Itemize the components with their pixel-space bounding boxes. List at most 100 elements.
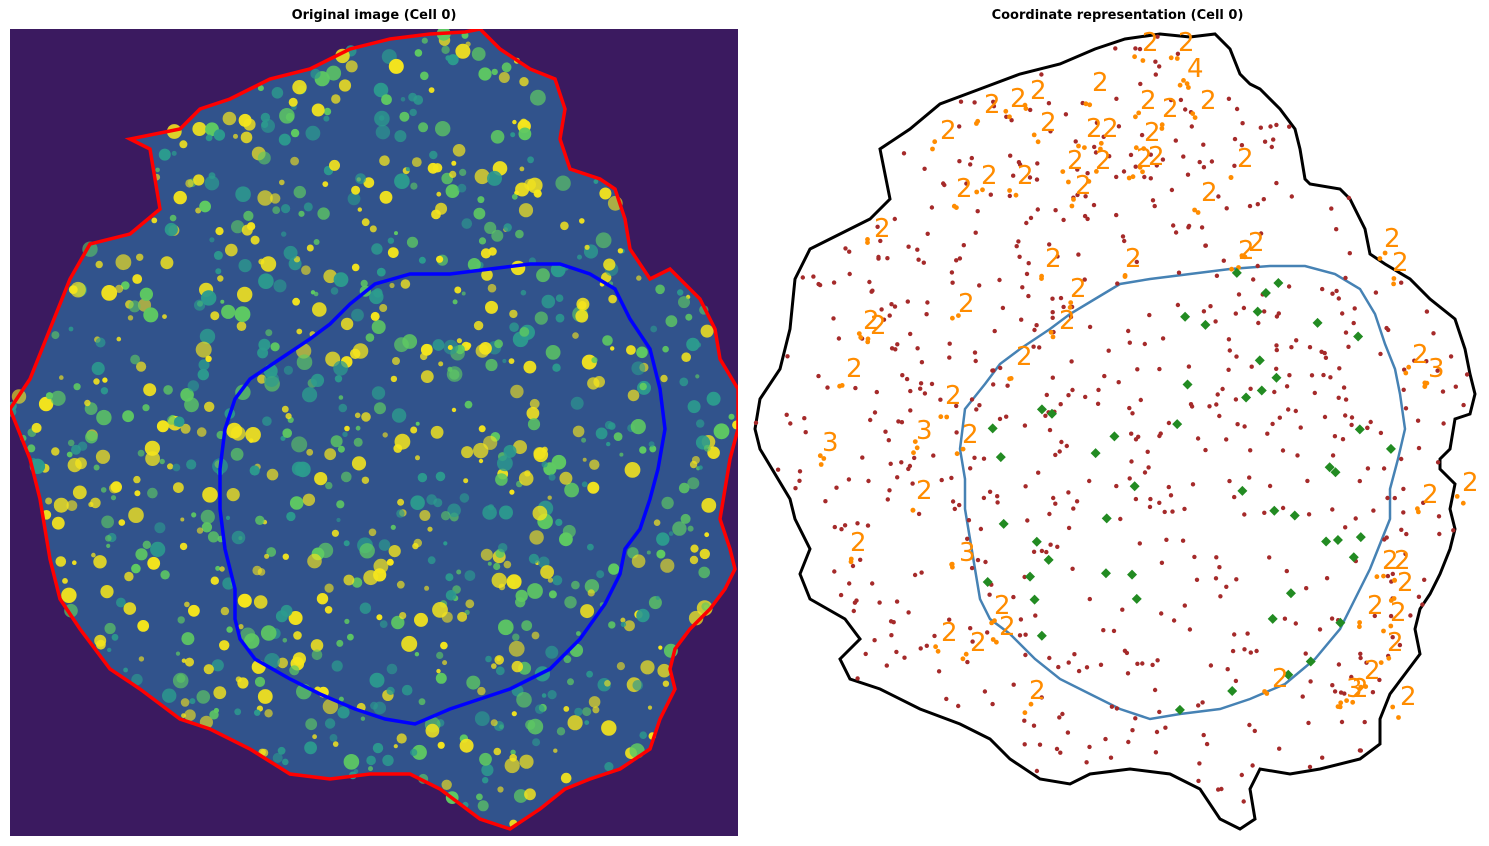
- fluorescent-spot: [351, 308, 364, 322]
- fluorescent-spot: [513, 440, 527, 455]
- fluorescent-spot: [547, 495, 552, 500]
- fluorescent-spot: [45, 497, 53, 505]
- rna-spot: [1173, 138, 1178, 143]
- fluorescent-spot: [90, 497, 101, 509]
- fluorescent-spot: [147, 487, 158, 499]
- fluorescent-spot: [441, 511, 451, 521]
- rna-spot: [1403, 406, 1409, 411]
- transcription-site-marker: [1043, 554, 1054, 565]
- fluorescent-spot: [61, 587, 77, 603]
- fluorescent-spot: [288, 611, 303, 625]
- rna-spot: [954, 430, 959, 435]
- fluorescent-spot: [474, 711, 490, 726]
- rna-spot: [908, 331, 913, 337]
- rna-spot: [1208, 663, 1214, 668]
- fluorescent-spot: [330, 435, 343, 448]
- fluorescent-spot: [427, 556, 436, 565]
- rna-spot: [1153, 72, 1158, 77]
- rna-spot: [1227, 478, 1232, 484]
- rna-spot: [1448, 354, 1454, 359]
- fluorescent-spot: [477, 196, 485, 204]
- fluorescent-spot: [386, 686, 395, 696]
- fluorescent-spot: [179, 542, 188, 551]
- rna-spot: [995, 500, 1000, 505]
- fluorescent-spot: [576, 631, 581, 636]
- fluorescent-spot: [427, 162, 439, 174]
- fluorescent-spot: [473, 207, 486, 220]
- rna-spot: [892, 216, 897, 222]
- rna-spot: [1098, 662, 1104, 667]
- fluorescent-spot: [351, 577, 363, 588]
- rna-spot: [1082, 213, 1088, 219]
- fluorescent-spot: [529, 398, 540, 409]
- rna-spot: [1236, 292, 1242, 297]
- rna-spot: [1022, 574, 1027, 580]
- rna-spot: [1226, 337, 1232, 342]
- fluorescent-spot: [310, 290, 316, 295]
- fluorescent-spot: [237, 677, 249, 689]
- fluorescent-spot: [511, 193, 518, 200]
- rna-spot: [998, 365, 1003, 371]
- fluorescent-spot: [703, 444, 711, 452]
- rna-spot: [1034, 177, 1040, 182]
- foci-spot: [1184, 81, 1190, 87]
- fluorescent-spot: [595, 427, 608, 440]
- rna-spot: [1201, 165, 1207, 170]
- fluorescent-spot: [393, 744, 398, 749]
- fluorescent-spot: [91, 361, 105, 376]
- rna-spot: [896, 419, 901, 424]
- fluorescent-spot: [410, 748, 418, 757]
- rna-spot: [1343, 413, 1348, 418]
- rna-spot: [1303, 651, 1308, 656]
- transcription-site-marker: [1180, 311, 1191, 322]
- fluorescent-spot: [575, 309, 589, 323]
- fluorescent-spot: [277, 657, 289, 669]
- fluorescent-spot: [27, 444, 36, 453]
- rna-spot: [1255, 263, 1260, 269]
- rna-spot: [846, 477, 852, 482]
- fluorescent-spot: [257, 190, 273, 206]
- rna-spot: [1129, 431, 1134, 436]
- fluorescent-spot: [357, 207, 362, 212]
- rna-spot: [1351, 320, 1356, 326]
- fluorescent-spot: [209, 237, 215, 243]
- fluorescent-spot: [661, 496, 674, 510]
- rna-spot: [1262, 139, 1268, 144]
- rna-spot: [1343, 275, 1348, 281]
- rna-spot: [1329, 206, 1334, 211]
- fluorescent-spot: [375, 125, 391, 140]
- rna-spot: [972, 100, 977, 105]
- foci-spot: [1357, 624, 1362, 630]
- fluorescent-spot: [313, 239, 320, 245]
- rna-spot: [1106, 348, 1111, 353]
- foci-spot: [1242, 254, 1248, 260]
- rna-spot: [1142, 174, 1147, 180]
- rna-spot: [1185, 172, 1191, 177]
- rna-spot: [1378, 430, 1384, 436]
- rna-spot: [1304, 586, 1309, 591]
- foci-spot: [1195, 210, 1201, 215]
- rna-spot: [1320, 286, 1325, 292]
- rna-spot: [1066, 525, 1072, 531]
- fluorescent-spot: [704, 532, 710, 538]
- rna-spot: [1076, 252, 1081, 257]
- rna-spot: [1147, 504, 1153, 510]
- rna-spot: [1298, 425, 1303, 430]
- rna-spot: [1399, 527, 1404, 532]
- fluorescent-spot: [324, 718, 336, 729]
- rna-spot: [1028, 215, 1034, 221]
- fluorescent-spot: [376, 614, 383, 621]
- fluorescent-spot: [535, 704, 545, 714]
- fluorescent-spot: [155, 167, 160, 173]
- rna-spot: [847, 249, 852, 254]
- foci-spot: [1137, 164, 1143, 170]
- foci-spot: [1392, 577, 1397, 583]
- rna-spot: [1163, 725, 1168, 730]
- fluorescent-spot: [186, 459, 197, 470]
- fluorescent-spot: [510, 384, 524, 399]
- foci-spot: [1028, 701, 1034, 707]
- rna-spot: [921, 260, 926, 265]
- rna-spot: [1312, 390, 1317, 396]
- rna-spot: [842, 523, 848, 528]
- fluorescent-spot: [317, 207, 330, 220]
